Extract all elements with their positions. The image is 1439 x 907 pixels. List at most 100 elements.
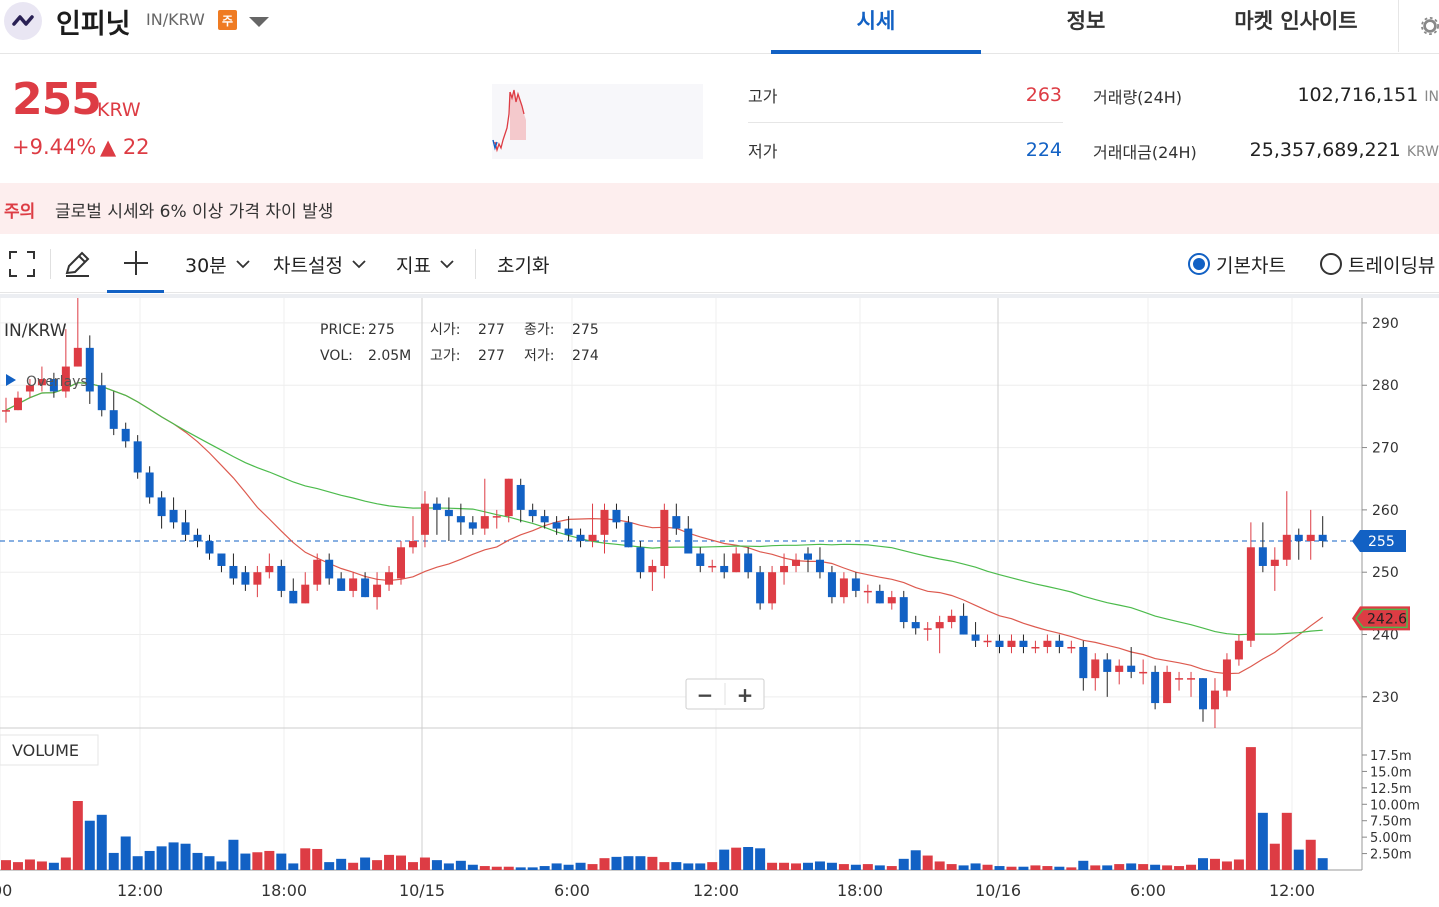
tab-market-price[interactable]: 시세: [771, 5, 981, 54]
radio-unselected-icon: [1320, 253, 1342, 275]
candle: [145, 466, 154, 504]
volume-bar: [144, 850, 155, 870]
volume-bar: [575, 862, 586, 870]
y-tick-label: 270: [1372, 441, 1399, 457]
candle: [217, 553, 226, 573]
volume-bar: [455, 860, 466, 870]
price-chart-area[interactable]: 290 280 270 260 250 240 230 00 12:00 18:00 10/15 6:…: [0, 294, 1439, 907]
volume-bar: [922, 855, 933, 870]
volume-bar: [336, 858, 347, 870]
candle-body: [145, 472, 154, 498]
candle-body: [265, 565, 274, 573]
tab-info[interactable]: 정보: [1066, 9, 1106, 33]
tab-market-insight[interactable]: 마켓 인사이트: [1234, 9, 1358, 33]
candle-body: [696, 553, 705, 566]
pencil-icon[interactable]: [62, 235, 92, 293]
current-price-tag: 255: [1352, 530, 1406, 553]
zoom-in-button[interactable]: +: [737, 683, 754, 707]
candle-body: [827, 572, 836, 598]
chevron-down-icon[interactable]: [248, 14, 270, 33]
volume-bar: [599, 858, 610, 870]
volume-bar: [240, 853, 251, 870]
high-label: 고가: [748, 87, 778, 106]
candle-body: [1258, 547, 1267, 566]
volume-bar: [527, 867, 538, 870]
volume-bar: [1030, 865, 1041, 870]
candle-body: [492, 516, 501, 518]
candle-body: [480, 516, 489, 529]
candle-body: [959, 615, 968, 635]
chart-settings-dropdown[interactable]: 차트설정: [273, 235, 367, 293]
amount-unit: KRW: [1406, 144, 1439, 160]
candle: [947, 609, 956, 629]
candle-body: [1019, 640, 1028, 647]
volume-bars: [1, 747, 1328, 870]
candle-body: [325, 559, 334, 579]
x-tick-label: 12:00: [693, 881, 739, 900]
volume-bar: [1233, 859, 1244, 870]
stat-divider: [748, 122, 1063, 123]
volume-bar: [982, 864, 993, 870]
volume-bar: [539, 866, 550, 870]
volume-bar: [587, 864, 598, 870]
warning-tag: 주의: [4, 202, 36, 222]
fullscreen-icon[interactable]: [8, 235, 36, 293]
candle-body: [983, 640, 992, 643]
candle-body: [552, 522, 561, 529]
candle: [349, 572, 358, 598]
candle-body: [1091, 659, 1100, 679]
volume-bar: [228, 839, 239, 870]
volume-bar: [1090, 865, 1101, 870]
reset-button[interactable]: 초기화: [497, 254, 550, 277]
volume-bar: [276, 853, 287, 870]
candle: [995, 634, 1004, 654]
coin-pair: IN/KRW: [146, 10, 205, 29]
volume-bar: [1174, 866, 1185, 870]
volume-bar: [1281, 812, 1292, 870]
volume-bar: [563, 864, 574, 870]
y-tick-label: 240: [1372, 628, 1399, 644]
candle: [1234, 634, 1243, 666]
candle-body: [815, 559, 824, 573]
candle: [456, 503, 465, 535]
volume-label: 거래량(24H): [1093, 88, 1183, 107]
volume-bar: [120, 836, 131, 870]
volume-bar: [970, 863, 981, 870]
candle: [1210, 678, 1219, 728]
candle: [528, 503, 537, 523]
volume-bar: [1317, 858, 1328, 870]
candle: [157, 491, 166, 529]
volume-bar: [814, 861, 825, 870]
toolbar-divider: [50, 249, 51, 279]
volume-label-bg: [0, 734, 99, 766]
zoom-out-button[interactable]: −: [697, 683, 714, 707]
x-tick-label: 18:00: [837, 881, 883, 900]
basic-chart-label: 기본차트: [1216, 254, 1286, 277]
indicators-dropdown[interactable]: 지표: [396, 235, 455, 293]
trading-view-radio[interactable]: 트레이딩뷰: [1320, 235, 1435, 293]
zoom-control[interactable]: − +: [685, 678, 765, 710]
indicators-label: 지표: [396, 254, 431, 277]
candle-body: [995, 640, 1004, 647]
candle-body: [528, 509, 537, 517]
candle: [504, 478, 513, 523]
candle: [373, 572, 382, 610]
basic-chart-radio[interactable]: 기본차트: [1188, 235, 1286, 293]
volume-bar: [850, 864, 861, 870]
volume-bar: [862, 864, 873, 870]
y-tick-label: 280: [1372, 378, 1399, 394]
candle-body: [720, 565, 729, 573]
candle-body: [588, 534, 597, 542]
candle: [49, 372, 58, 398]
interval-dropdown[interactable]: 30분: [185, 235, 251, 293]
candle: [696, 547, 705, 573]
candle: [1258, 522, 1267, 573]
candlestick-chart[interactable]: 290 280 270 260 250 240 230 00 12:00 18:00 10/15 6:…: [0, 298, 1439, 907]
candle: [792, 553, 801, 573]
candle-body: [708, 565, 717, 568]
volume-tick-label: 2.50m: [1370, 848, 1412, 863]
crosshair-icon[interactable]: [107, 235, 164, 293]
volume-bar: [431, 860, 442, 870]
volume-bar: [264, 850, 275, 870]
settings-gear-icon[interactable]: [1398, 0, 1439, 52]
